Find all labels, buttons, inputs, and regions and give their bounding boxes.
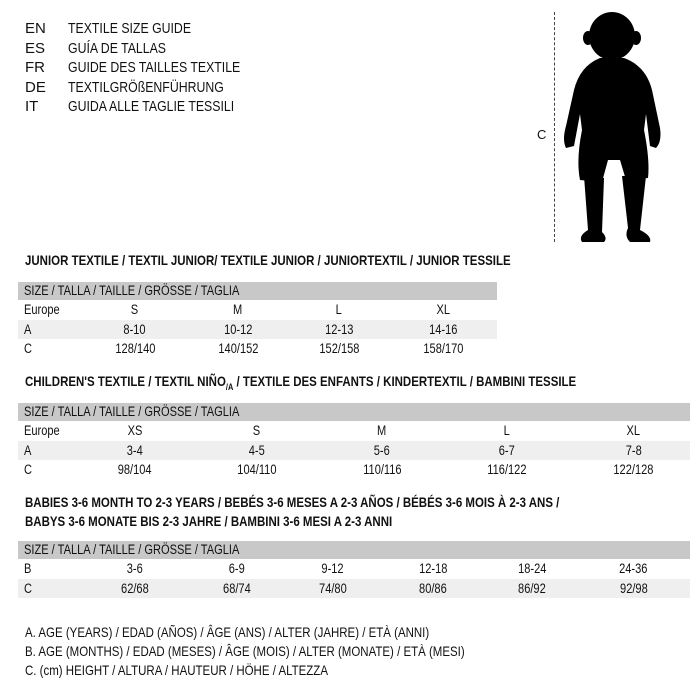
language-code: IT bbox=[25, 98, 39, 115]
table-cell: 98/104 bbox=[118, 462, 152, 477]
language-title: GUÍA DE TALLAS bbox=[68, 40, 166, 57]
table-cell: XL bbox=[436, 302, 450, 317]
table-cell: 10-12 bbox=[223, 321, 253, 337]
language-title: TEXTILGRÖßENFÜHRUNG bbox=[68, 79, 224, 96]
table-cell: 18-24 bbox=[517, 561, 547, 576]
table-row: A 8-10 10-12 12-13 14-16 bbox=[18, 319, 497, 339]
table-cell: 152/158 bbox=[318, 341, 360, 356]
table-cell: 24-36 bbox=[619, 561, 648, 576]
babies-title-line2: BABYS 3-6 MONATE BIS 2-3 JAHRE / BAMBINI… bbox=[25, 513, 393, 529]
table-cell: 128/140 bbox=[114, 341, 156, 356]
table-cell: 62/68 bbox=[121, 580, 149, 596]
table-cell: 104/110 bbox=[237, 462, 277, 477]
table-cell: 9-12 bbox=[321, 561, 345, 576]
table-row: C 128/140 140/152 152/158 158/170 bbox=[18, 339, 497, 359]
table-row: A 3-4 4-5 5-6 6-7 7-8 bbox=[18, 440, 690, 460]
height-label: C bbox=[537, 127, 547, 142]
table-cell: XL bbox=[626, 423, 641, 438]
junior-size-table: SIZE / TALLA / TAILLE / GRÖSSE / TAGLIA … bbox=[18, 282, 497, 359]
table-cell: M bbox=[377, 423, 387, 438]
table-cell: 8-10 bbox=[123, 321, 147, 337]
table-cell: 110/116 bbox=[362, 462, 402, 477]
table-cell: 3-4 bbox=[126, 442, 143, 458]
table-cell: 12-13 bbox=[324, 321, 354, 337]
height-measure-line bbox=[554, 12, 555, 242]
table-row: Europe S M L XL bbox=[18, 300, 497, 320]
table-row: C 62/68 68/74 74/80 80/86 86/92 92/98 bbox=[18, 578, 690, 598]
table-cell: S bbox=[253, 423, 261, 438]
table-cell: B bbox=[24, 561, 32, 576]
table-cell: 3-6 bbox=[126, 561, 143, 576]
table-cell: Europe bbox=[24, 302, 60, 317]
legend-age-months: B. AGE (MONTHS) / EDAD (MESES) / ÂGE (MO… bbox=[25, 643, 465, 659]
table-cell: 6-9 bbox=[228, 561, 245, 576]
table-cell: M bbox=[233, 302, 243, 317]
table-row: Europe XS S M L XL bbox=[18, 421, 690, 441]
junior-title: JUNIOR TEXTILE / TEXTIL JUNIOR/ TEXTILE … bbox=[25, 252, 511, 268]
table-cell: L bbox=[503, 423, 511, 438]
table-cell: XS bbox=[127, 423, 143, 438]
table-header: SIZE / TALLA / TAILLE / GRÖSSE / TAGLIA bbox=[18, 541, 690, 559]
table-cell: C bbox=[24, 341, 32, 356]
table-cell: S bbox=[131, 302, 139, 317]
babies-title-line1: BABIES 3-6 MONTH TO 2-3 YEARS / BEBÉS 3-… bbox=[25, 494, 560, 510]
language-title: GUIDA ALLE TAGLIE TESSILI bbox=[68, 98, 235, 115]
babies-size-table: SIZE / TALLA / TAILLE / GRÖSSE / TAGLIA … bbox=[18, 541, 690, 598]
table-header: SIZE / TALLA / TAILLE / GRÖSSE / TAGLIA bbox=[18, 282, 497, 300]
language-code: EN bbox=[25, 20, 46, 37]
table-cell: 86/92 bbox=[518, 580, 546, 596]
table-cell: 6-7 bbox=[498, 442, 515, 458]
table-cell: 4-5 bbox=[248, 442, 265, 458]
table-cell: 12-18 bbox=[418, 561, 448, 576]
table-cell: 80/86 bbox=[419, 580, 447, 596]
table-cell: 92/98 bbox=[619, 580, 648, 596]
table-cell: C bbox=[24, 462, 32, 477]
table-cell: 116/122 bbox=[487, 462, 527, 477]
table-cell: 5-6 bbox=[373, 442, 390, 458]
language-title: GUIDE DES TAILLES TEXTILE bbox=[68, 59, 241, 76]
table-cell: Europe bbox=[24, 423, 60, 438]
table-cell: C bbox=[24, 580, 32, 596]
legend-age-years: A. AGE (YEARS) / EDAD (AÑOS) / ÂGE (ANS)… bbox=[25, 624, 430, 640]
table-row: B 3-6 6-9 9-12 12-18 18-24 24-36 bbox=[18, 559, 690, 579]
legend-height: C. (cm) HEIGHT / ALTURA / HAUTEUR / HÖHE… bbox=[25, 662, 328, 678]
language-code: FR bbox=[25, 59, 45, 76]
children-size-table: SIZE / TALLA / TAILLE / GRÖSSE / TAGLIA … bbox=[18, 403, 690, 480]
table-cell: 7-8 bbox=[625, 442, 642, 458]
table-cell: 14-16 bbox=[428, 321, 458, 337]
child-silhouette-icon bbox=[564, 12, 661, 242]
table-cell: 68/74 bbox=[223, 580, 251, 596]
table-cell: A bbox=[24, 442, 32, 458]
children-title: CHILDREN'S TEXTILE / TEXTIL NIÑO/A / TEX… bbox=[25, 373, 577, 392]
table-cell: A bbox=[24, 321, 32, 337]
table-cell: 158/170 bbox=[422, 341, 464, 356]
table-cell: 140/152 bbox=[217, 341, 259, 356]
language-title: TEXTILE SIZE GUIDE bbox=[68, 20, 192, 37]
table-header: SIZE / TALLA / TAILLE / GRÖSSE / TAGLIA bbox=[18, 403, 690, 421]
language-code: DE bbox=[25, 79, 46, 96]
table-row: C 98/104 104/110 110/116 116/122 122/128 bbox=[18, 460, 690, 480]
table-cell: L bbox=[335, 302, 343, 317]
table-cell: 122/128 bbox=[613, 462, 654, 477]
table-cell: 74/80 bbox=[319, 580, 347, 596]
language-code: ES bbox=[25, 40, 46, 57]
